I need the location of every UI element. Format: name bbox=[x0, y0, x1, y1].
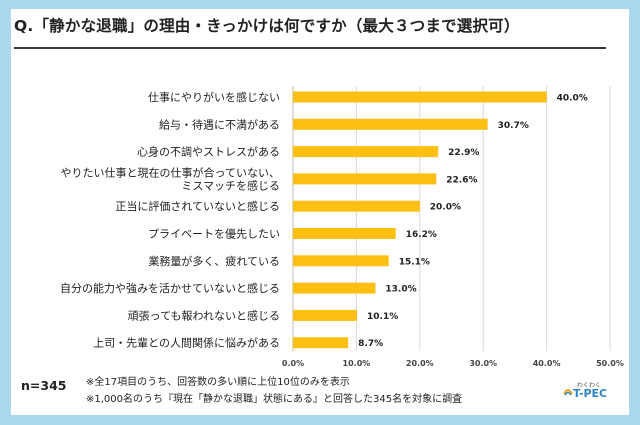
x-tick-label: 50.0% bbox=[596, 359, 624, 368]
category-label: 仕事にやりがいを感じない bbox=[148, 90, 280, 104]
bar bbox=[293, 173, 437, 185]
data-label: 40.0% bbox=[557, 94, 588, 104]
data-label: 20.0% bbox=[430, 203, 461, 213]
footnote-2: ※1,000名のうち『現在「静かな退職」状態にある』と回答した345名を対象に調… bbox=[86, 394, 463, 405]
category-label: 正当に評価されていないと感じる bbox=[115, 199, 280, 213]
x-tick-label: 30.0% bbox=[469, 359, 497, 368]
logo-subtext: わくわく bbox=[577, 382, 602, 389]
x-tick-label: 40.0% bbox=[533, 359, 561, 368]
data-label: 13.0% bbox=[385, 285, 416, 295]
category-label: プライベートを優先したい bbox=[148, 228, 280, 241]
x-tick-label: 10.0% bbox=[343, 359, 371, 368]
data-label: 10.1% bbox=[367, 312, 398, 322]
sample-size: n=345 bbox=[21, 378, 67, 393]
chart-title: Q.「静かな退職」の理由・きっかけは何ですか（最大３つまで選択可） bbox=[14, 17, 520, 35]
title-divider bbox=[14, 47, 606, 49]
data-label: 8.7% bbox=[358, 339, 383, 349]
tpec-logo: わくわく T-PEC bbox=[563, 380, 621, 404]
bar bbox=[293, 309, 358, 321]
category-label: 上司・先輩との人間関係に悩みがある bbox=[93, 336, 280, 350]
bar bbox=[293, 146, 439, 158]
category-label: 給与・待遇に不満がある bbox=[159, 117, 280, 131]
footnote-1: ※全17項目のうち、回答数の多い順に上位10位のみを表示 bbox=[86, 377, 350, 388]
category-label: 心身の不調やストレスがある bbox=[137, 145, 280, 159]
data-label: 22.9% bbox=[448, 148, 479, 158]
bar bbox=[293, 91, 547, 103]
data-label: 16.2% bbox=[406, 230, 437, 240]
data-label: 22.6% bbox=[446, 175, 477, 185]
data-label: 15.1% bbox=[399, 257, 430, 267]
category-label: 頑張っても報われないと感じる bbox=[128, 309, 280, 322]
logo-text: T-PEC bbox=[573, 387, 608, 400]
category-label: ミスマッチを感じる bbox=[181, 179, 280, 192]
x-tick-label: 0.0% bbox=[282, 359, 304, 368]
bar bbox=[293, 255, 389, 267]
category-label: 自分の能力や強みを活かせていないと感じる bbox=[60, 281, 280, 295]
logo-mark-icon bbox=[563, 389, 573, 396]
data-label: 30.7% bbox=[498, 121, 529, 131]
category-label: やりたい仕事と現在の仕事が合っていない、 bbox=[61, 165, 280, 179]
bar bbox=[293, 337, 349, 349]
bar bbox=[293, 228, 396, 239]
x-tick-label: 20.0% bbox=[406, 359, 434, 368]
bar bbox=[293, 118, 488, 130]
bar bbox=[293, 200, 420, 212]
category-label: 業務量が多く、疲れている bbox=[148, 254, 280, 268]
bar bbox=[293, 282, 376, 294]
